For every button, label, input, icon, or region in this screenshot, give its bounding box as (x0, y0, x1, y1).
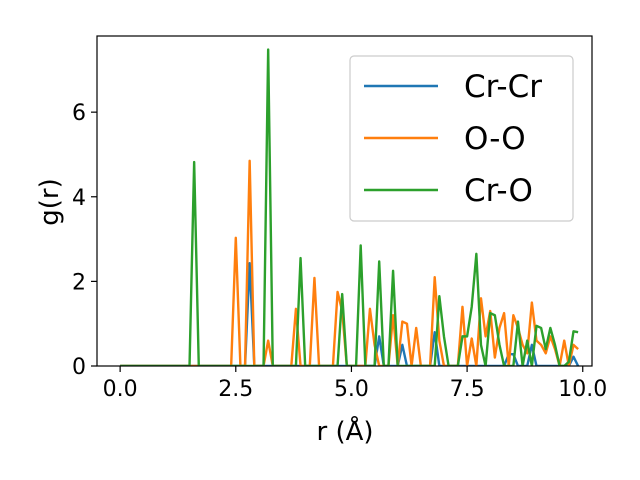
y-tick-label: 2 (72, 270, 86, 295)
plot-area (96, 35, 593, 367)
legend-label-cr-o: Cr-O (464, 173, 533, 209)
y-axis: 0 2 4 6 (72, 101, 97, 380)
series-line-cr-o (120, 48, 579, 366)
x-tick-label: 10.0 (558, 377, 607, 402)
legend: Cr-Cr O-O Cr-O (349, 55, 574, 222)
x-tick-label: 7.5 (450, 377, 485, 402)
series-line-o-o (120, 159, 579, 366)
y-tick-label: 6 (72, 101, 86, 126)
series-lines (120, 48, 580, 366)
x-axis-label: r (Å) (316, 415, 373, 447)
x-tick-label: 5.0 (334, 377, 369, 402)
plot-frame (96, 35, 593, 367)
legend-box (349, 55, 574, 222)
y-axis-label: g(r) (35, 178, 65, 225)
y-tick-label: 0 (72, 355, 86, 380)
legend-label-cr-cr: Cr-Cr (464, 69, 542, 105)
y-tick-label: 4 (72, 186, 86, 211)
x-tick-label: 0.0 (103, 377, 138, 402)
x-axis: 0.0 2.5 5.0 7.5 10.0 (103, 366, 607, 402)
x-tick-label: 2.5 (218, 377, 253, 402)
legend-label-o-o: O-O (464, 121, 526, 157)
